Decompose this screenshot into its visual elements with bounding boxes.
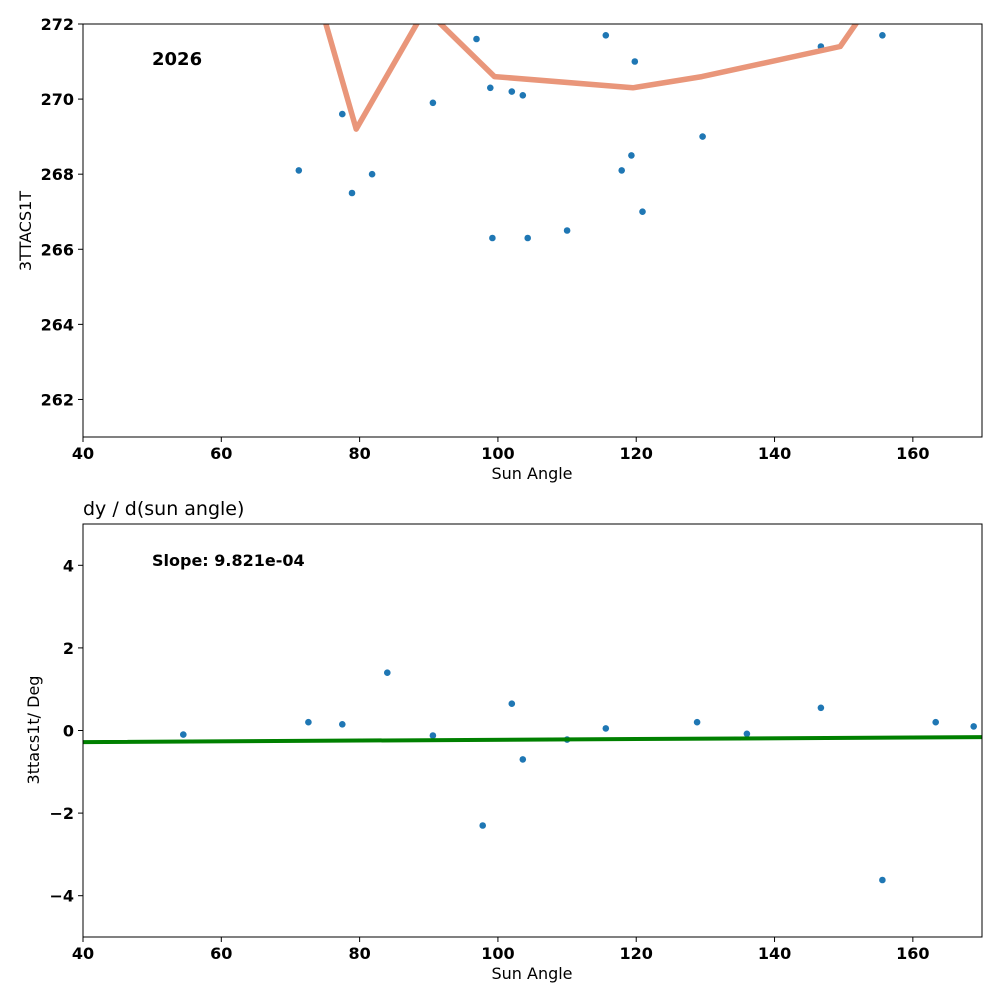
data-point bbox=[339, 721, 346, 728]
x-tick-label: 60 bbox=[210, 444, 232, 463]
data-point bbox=[519, 756, 527, 763]
x-tick-label: 40 bbox=[72, 444, 94, 463]
data-point bbox=[473, 35, 480, 43]
y-tick-label: 264 bbox=[41, 315, 74, 334]
data-point bbox=[618, 167, 625, 174]
data-point bbox=[479, 822, 487, 829]
y-tick-label: 270 bbox=[41, 90, 74, 109]
slope-annotation: Slope: 9.821e-04 bbox=[152, 551, 305, 570]
data-point bbox=[295, 167, 303, 174]
data-point bbox=[429, 99, 437, 107]
x-tick-label: 80 bbox=[348, 444, 370, 463]
envelope-line bbox=[323, 24, 860, 132]
data-point bbox=[602, 32, 610, 39]
top-plot-area bbox=[295, 24, 886, 242]
data-point bbox=[384, 669, 391, 676]
data-point bbox=[508, 88, 516, 95]
data-point bbox=[879, 876, 886, 884]
x-tick-label: 100 bbox=[481, 944, 514, 963]
y-tick-label: −2 bbox=[49, 804, 74, 823]
data-point bbox=[970, 723, 977, 730]
data-point bbox=[348, 189, 356, 197]
data-point bbox=[932, 718, 939, 726]
y-tick-label: 262 bbox=[41, 390, 74, 409]
top-y-axis-label: 3TTACS1T bbox=[16, 191, 35, 271]
y-tick-label: 266 bbox=[41, 240, 74, 259]
x-tick-label: 160 bbox=[896, 444, 929, 463]
data-point bbox=[368, 170, 376, 178]
top-x-axis-label: Sun Angle bbox=[491, 464, 572, 483]
top-ticks: 40 60 80 100 120 140 160 262 264 266 268 270 272 bbox=[41, 15, 930, 463]
bottom-ticks: 40 60 80 100 120 140 160 −4 −2 0 2 4 bbox=[49, 556, 929, 963]
data-point bbox=[180, 731, 187, 738]
data-point bbox=[339, 110, 346, 118]
data-point bbox=[639, 208, 646, 215]
data-point bbox=[563, 227, 571, 234]
data-point bbox=[817, 704, 825, 712]
bottom-y-axis-label: 3ttacs1t/ Deg bbox=[24, 676, 43, 785]
y-tick-label: 268 bbox=[41, 165, 74, 184]
x-tick-label: 40 bbox=[72, 944, 94, 963]
x-tick-label: 60 bbox=[210, 944, 232, 963]
data-point bbox=[693, 718, 701, 726]
data-point bbox=[699, 133, 706, 140]
x-tick-label: 80 bbox=[348, 944, 370, 963]
x-tick-label: 120 bbox=[620, 444, 653, 463]
data-point bbox=[305, 718, 312, 726]
x-tick-label: 160 bbox=[896, 944, 929, 963]
x-tick-label: 140 bbox=[758, 944, 791, 963]
fit-line bbox=[83, 735, 982, 745]
top-axes-frame bbox=[82, 23, 983, 438]
bottom-panel: 40 60 80 100 120 140 160 −4 −2 0 2 4 dy / d(sun ang… bbox=[24, 498, 983, 983]
data-point bbox=[429, 732, 437, 739]
bottom-plot-area bbox=[83, 669, 982, 884]
bottom-x-axis-label: Sun Angle bbox=[491, 964, 572, 983]
data-point bbox=[519, 92, 527, 99]
data-point bbox=[508, 700, 516, 707]
x-tick-label: 140 bbox=[758, 444, 791, 463]
x-tick-label: 100 bbox=[481, 444, 514, 463]
x-tick-label: 120 bbox=[620, 944, 653, 963]
data-point bbox=[489, 234, 496, 242]
data-point bbox=[487, 84, 494, 92]
data-point bbox=[602, 725, 610, 732]
data-point bbox=[631, 58, 639, 65]
data-point bbox=[524, 234, 531, 242]
data-point bbox=[628, 152, 635, 159]
top-panel: 40 60 80 100 120 140 160 262 264 266 268 270 272 202… bbox=[16, 15, 983, 483]
y-tick-label: 0 bbox=[63, 722, 74, 741]
data-point bbox=[879, 32, 886, 39]
y-tick-label: 4 bbox=[63, 556, 74, 575]
bottom-panel-title: dy / d(sun angle) bbox=[83, 498, 244, 520]
top-year-annotation: 2026 bbox=[152, 49, 202, 70]
y-tick-label: 272 bbox=[41, 15, 74, 34]
y-tick-label: −4 bbox=[49, 887, 74, 906]
data-point bbox=[743, 730, 751, 738]
y-tick-label: 2 bbox=[63, 639, 74, 658]
